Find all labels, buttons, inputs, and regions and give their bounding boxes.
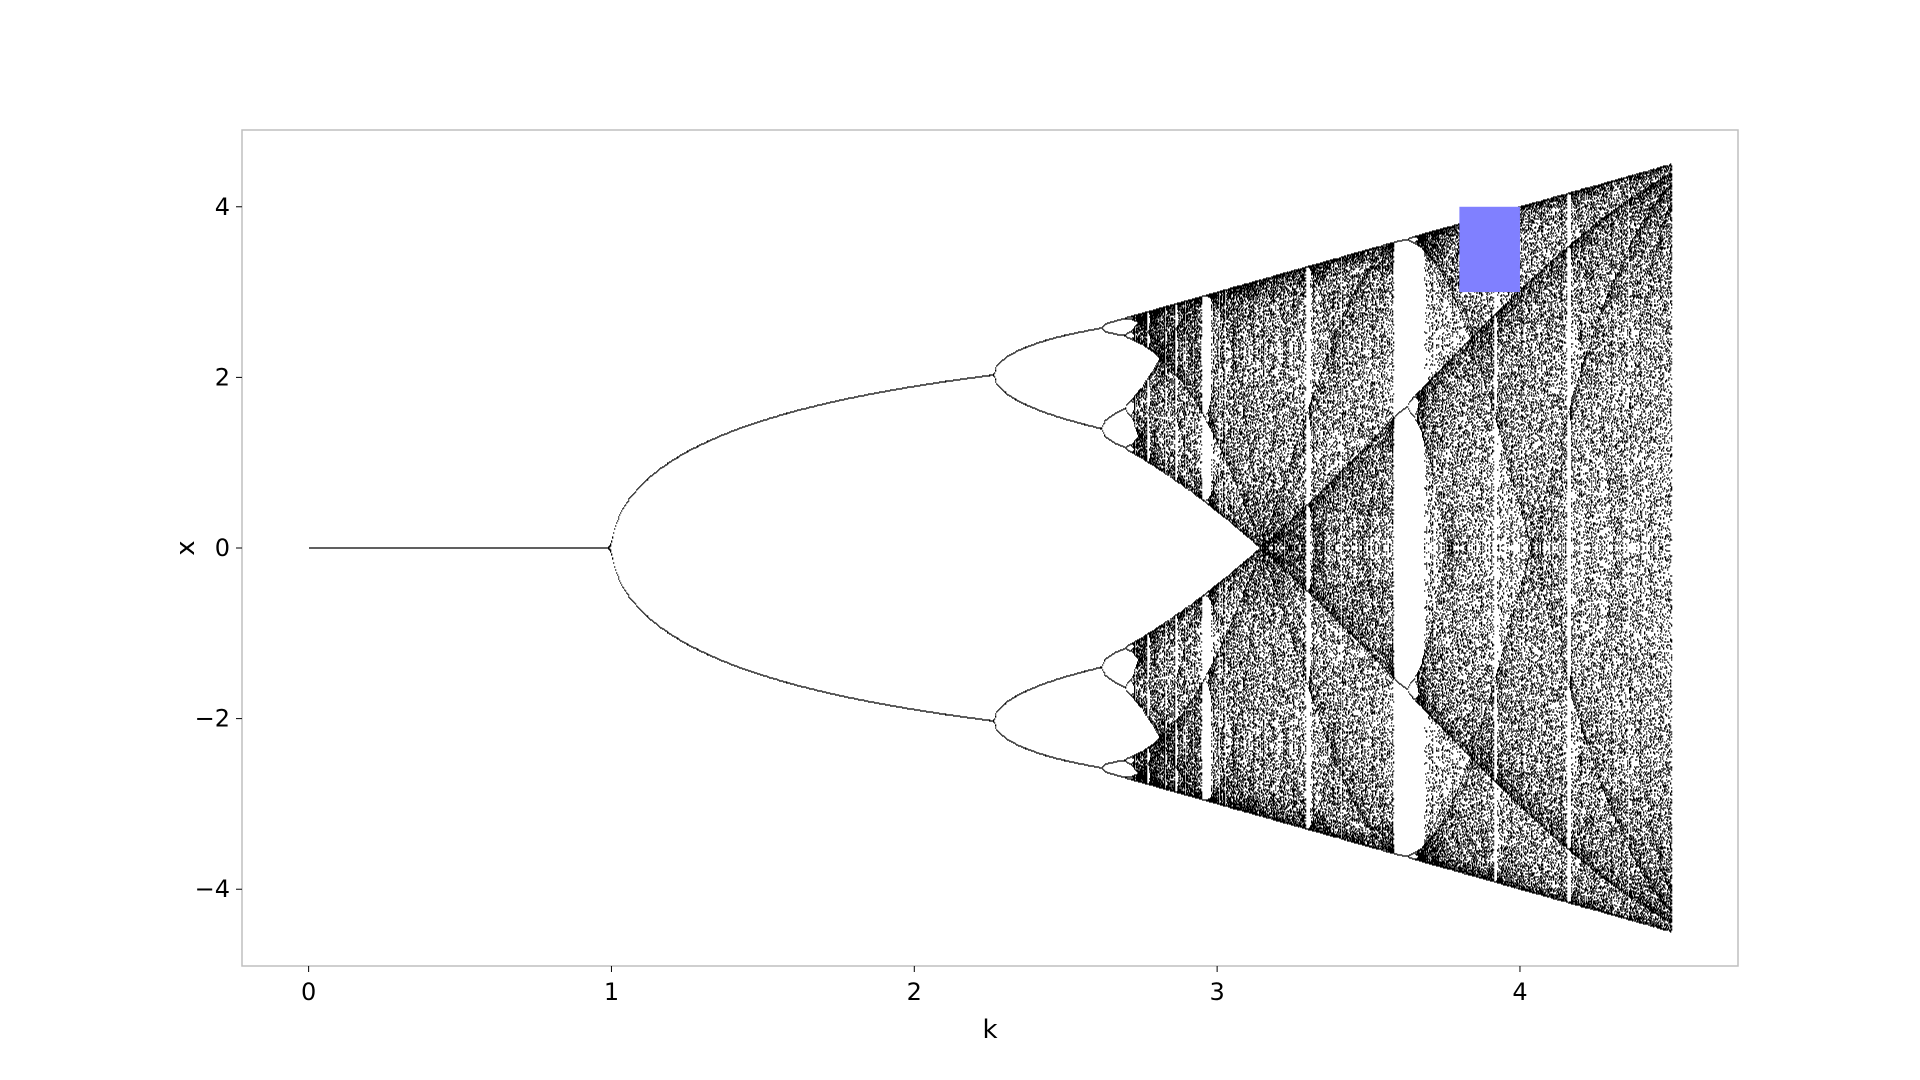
y-tick-label: 4 xyxy=(215,193,230,221)
x-axis-ticks: 0 1 2 3 4 xyxy=(301,966,1528,1006)
x-tick-label: 2 xyxy=(907,978,922,1006)
y-axis-ticks: −4 −2 0 2 4 xyxy=(195,193,242,903)
x-tick-label: 4 xyxy=(1512,978,1527,1006)
x-tick-label: 3 xyxy=(1209,978,1224,1006)
y-axis-label: x xyxy=(171,540,201,555)
y-tick-label: −2 xyxy=(195,705,230,733)
y-tick-label: −4 xyxy=(195,875,230,903)
highlight-region xyxy=(1459,206,1520,293)
y-tick-label: 0 xyxy=(215,534,230,562)
x-axis-label: k xyxy=(982,1015,997,1045)
x-tick-label: 0 xyxy=(301,978,316,1006)
y-tick-label: 2 xyxy=(215,363,230,391)
x-tick-label: 1 xyxy=(604,978,619,1006)
